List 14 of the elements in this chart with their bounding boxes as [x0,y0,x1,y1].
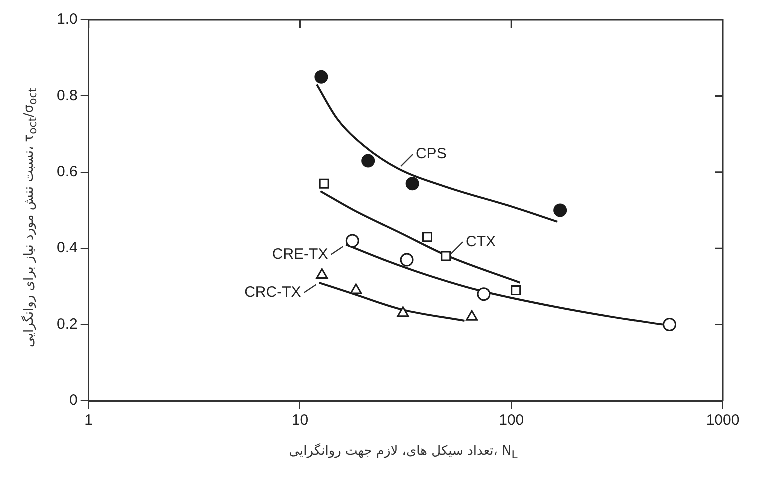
series-label: CRE-TX [272,246,328,263]
x-tick-label: 10 [292,412,309,430]
x-tick-label: 1 [84,412,94,430]
y-tick-label: 0 [70,392,78,410]
y-tick-label: 0.8 [56,87,78,104]
x-tick-label: 1000 [706,412,740,430]
y-tick-label: 0.4 [56,240,78,257]
y-tick-label: 0.2 [56,316,78,333]
y-tick-label: 1.0 [56,11,78,28]
series-label: CRC-TX [244,284,302,302]
series-label: CTX [466,233,496,250]
x-tick-label: 100 [499,412,524,430]
series-label: CPS [416,146,447,163]
y-tick-label: 0.6 [56,164,78,181]
